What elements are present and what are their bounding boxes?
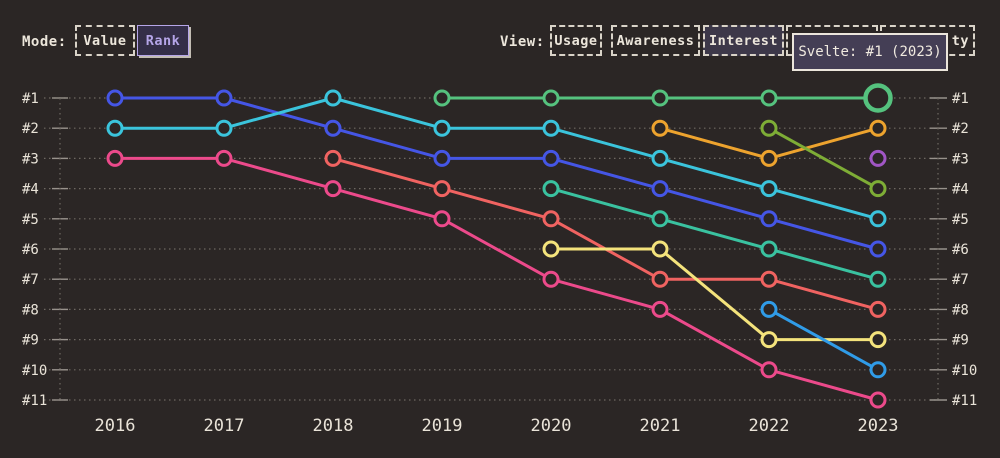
data-point-salmon-line-2018[interactable] — [324, 149, 342, 167]
data-point-teal-line-2021[interactable] — [651, 210, 669, 228]
data-point-teal-line-2022[interactable] — [760, 240, 778, 258]
data-point-royal-blue-line-2019[interactable] — [433, 149, 451, 167]
data-point-svelte-2021[interactable] — [651, 89, 669, 107]
data-point-amber-line-2021[interactable] — [651, 119, 669, 137]
view-option-usage[interactable]: Usage — [550, 25, 602, 56]
y-axis-label-left: #6 — [22, 242, 39, 258]
data-point-royal-blue-line-2016[interactable] — [106, 89, 124, 107]
y-axis-label-left: #9 — [22, 333, 39, 349]
view-label: View: — [500, 34, 545, 50]
data-point-magenta-line-2018[interactable] — [324, 180, 342, 198]
data-point-cyan-line-2017[interactable] — [215, 119, 233, 137]
data-point-salmon-line-2023[interactable] — [869, 300, 887, 318]
olive-line-path — [767, 126, 880, 191]
y-axis-label-right: #3 — [952, 151, 969, 167]
y-axis-label-left: #4 — [22, 182, 39, 198]
data-point-magenta-line-2022[interactable] — [760, 361, 778, 379]
x-axis-label: 2022 — [749, 416, 790, 436]
view-option-interest[interactable]: Interest — [703, 25, 784, 56]
data-point-magenta-line-2017[interactable] — [215, 149, 233, 167]
data-point-royal-blue-line-2017[interactable] — [215, 89, 233, 107]
tooltip: Svelte: #1 (2023) — [792, 33, 948, 71]
x-axis-label: 2021 — [640, 416, 681, 436]
data-point-yellow-line-2023[interactable] — [869, 331, 887, 349]
y-axis-label-right: #11 — [952, 393, 977, 409]
data-point-salmon-line-2020[interactable] — [542, 210, 560, 228]
mode-label: Mode: — [22, 34, 67, 50]
data-point-magenta-line-2021[interactable] — [651, 300, 669, 318]
x-axis-label: 2018 — [313, 416, 354, 436]
y-axis-label-left: #3 — [22, 151, 39, 167]
highlighted-data-point-svelte-2023[interactable] — [863, 83, 893, 113]
x-axis-label: 2020 — [531, 416, 572, 436]
data-point-amber-line-2023[interactable] — [869, 119, 887, 137]
magenta-line-path — [113, 156, 880, 402]
y-axis-label-right: #8 — [952, 302, 969, 318]
data-point-magenta-line-2023[interactable] — [869, 391, 887, 409]
y-axis-label-left: #5 — [22, 212, 39, 228]
royal-blue-line-path — [113, 96, 880, 251]
y-axis-label-left: #11 — [22, 393, 47, 409]
data-point-salmon-line-2019[interactable] — [433, 180, 451, 198]
y-axis-label-left: #10 — [22, 363, 47, 379]
data-point-yellow-line-2020[interactable] — [542, 240, 560, 258]
data-point-yellow-line-2021[interactable] — [651, 240, 669, 258]
cyan-line-path — [113, 96, 880, 221]
data-point-royal-blue-line-2020[interactable] — [542, 149, 560, 167]
data-point-purple-line-2023[interactable] — [869, 149, 887, 167]
y-axis-label-left: #8 — [22, 302, 39, 318]
x-axis-label: 2017 — [204, 416, 245, 436]
y-axis-label-right: #7 — [952, 272, 969, 288]
data-point-cyan-line-2016[interactable] — [106, 119, 124, 137]
view-option-awareness[interactable]: Awareness — [611, 25, 700, 56]
data-point-sky-line-2023[interactable] — [869, 361, 887, 379]
data-point-cyan-line-2018[interactable] — [324, 89, 342, 107]
data-point-cyan-line-2019[interactable] — [433, 119, 451, 137]
y-axis-label-right: #10 — [952, 363, 977, 379]
x-axis-label: 2016 — [95, 416, 136, 436]
y-axis-label-left: #2 — [22, 121, 39, 137]
y-axis-label-left: #7 — [22, 272, 39, 288]
salmon-line-path — [331, 156, 880, 311]
y-axis-label-right: #6 — [952, 242, 969, 258]
mode-option-rank[interactable]: Rank — [137, 25, 189, 56]
data-point-salmon-line-2021[interactable] — [651, 270, 669, 288]
data-point-cyan-line-2021[interactable] — [651, 149, 669, 167]
data-point-cyan-line-2020[interactable] — [542, 119, 560, 137]
data-point-royal-blue-line-2022[interactable] — [760, 210, 778, 228]
data-point-magenta-line-2019[interactable] — [433, 210, 451, 228]
data-point-magenta-line-2016[interactable] — [106, 149, 124, 167]
data-point-salmon-line-2022[interactable] — [760, 270, 778, 288]
data-point-teal-line-2020[interactable] — [542, 180, 560, 198]
y-axis-label-right: #9 — [952, 333, 969, 349]
data-point-royal-blue-line-2018[interactable] — [324, 119, 342, 137]
x-axis-label: 2023 — [858, 416, 899, 436]
data-point-svelte-2020[interactable] — [542, 89, 560, 107]
data-point-teal-line-2023[interactable] — [869, 270, 887, 288]
data-point-royal-blue-line-2023[interactable] — [869, 240, 887, 258]
data-point-cyan-line-2022[interactable] — [760, 180, 778, 198]
sky-line-path — [767, 307, 880, 372]
data-point-olive-line-2022[interactable] — [760, 119, 778, 137]
data-point-amber-line-2022[interactable] — [760, 149, 778, 167]
data-point-yellow-line-2022[interactable] — [760, 331, 778, 349]
data-point-royal-blue-line-2021[interactable] — [651, 180, 669, 198]
x-axis-label: 2019 — [422, 416, 463, 436]
data-point-sky-line-2022[interactable] — [760, 300, 778, 318]
y-axis-label-right: #2 — [952, 121, 969, 137]
y-axis-label-right: #4 — [952, 182, 969, 198]
data-point-svelte-2022[interactable] — [760, 89, 778, 107]
data-point-svelte-2019[interactable] — [433, 89, 451, 107]
data-point-olive-line-2023[interactable] — [869, 180, 887, 198]
teal-line-path — [549, 187, 880, 281]
y-axis-label-right: #5 — [952, 212, 969, 228]
tooltip-text: Svelte: #1 (2023) — [798, 44, 942, 60]
y-axis-label-right: #1 — [952, 91, 969, 107]
data-point-cyan-line-2023[interactable] — [869, 210, 887, 228]
mode-option-value[interactable]: Value — [75, 25, 135, 56]
data-point-magenta-line-2020[interactable] — [542, 270, 560, 288]
y-axis-label-left: #1 — [22, 91, 39, 107]
